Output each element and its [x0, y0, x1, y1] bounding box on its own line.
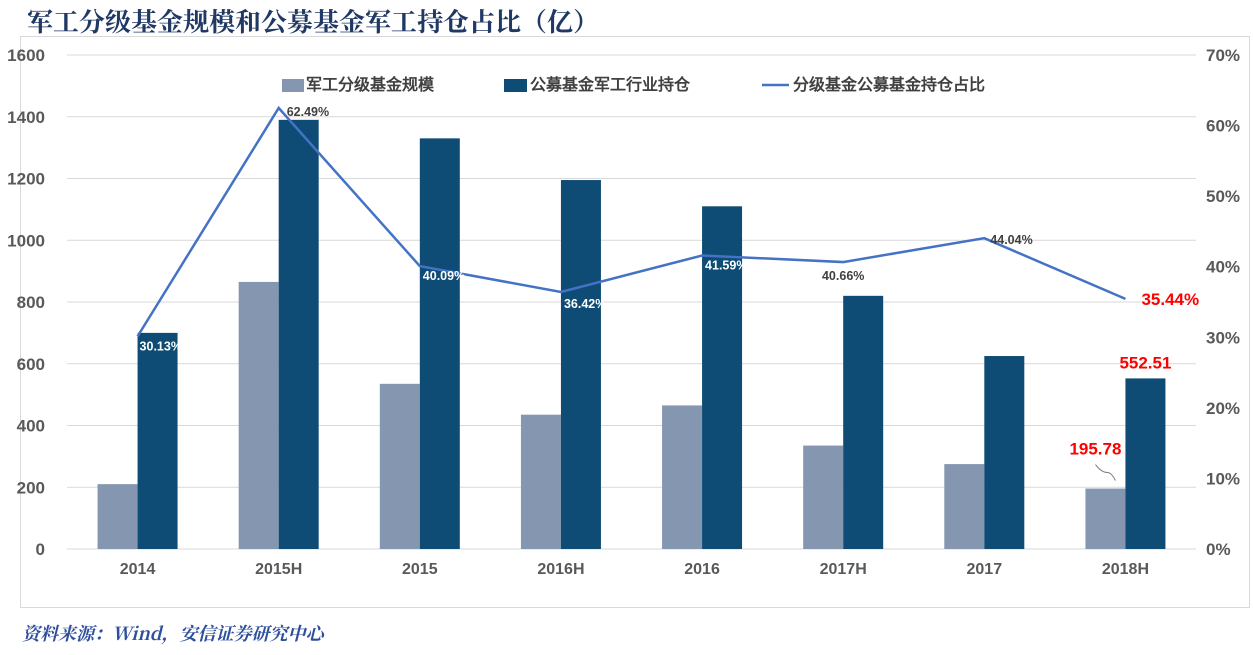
svg-text:2017: 2017 [967, 561, 1003, 578]
svg-text:0: 0 [36, 540, 45, 559]
svg-text:1400: 1400 [7, 108, 45, 127]
svg-text:41.59%: 41.59% [705, 258, 747, 272]
svg-text:60%: 60% [1206, 117, 1240, 136]
svg-text:400: 400 [17, 417, 45, 436]
svg-text:军工分级基金规模: 军工分级基金规模 [306, 75, 435, 94]
svg-text:552.51: 552.51 [1119, 353, 1171, 372]
svg-text:40.09%: 40.09% [423, 269, 465, 283]
svg-text:2014: 2014 [120, 561, 156, 578]
svg-text:10%: 10% [1206, 469, 1240, 488]
svg-text:30.13%: 30.13% [140, 339, 182, 353]
svg-text:600: 600 [17, 355, 45, 374]
svg-text:195.78: 195.78 [1069, 440, 1121, 459]
svg-text:2016H: 2016H [537, 561, 584, 578]
svg-text:2015H: 2015H [255, 561, 302, 578]
svg-text:62.49%: 62.49% [287, 105, 329, 119]
svg-text:44.04%: 44.04% [990, 233, 1032, 247]
svg-text:70%: 70% [1206, 46, 1240, 65]
svg-text:800: 800 [17, 293, 45, 312]
svg-text:40%: 40% [1206, 258, 1240, 277]
svg-text:1600: 1600 [7, 46, 45, 65]
svg-text:1200: 1200 [7, 170, 45, 189]
svg-text:公募基金军工行业持仓: 公募基金军工行业持仓 [530, 75, 691, 94]
svg-text:30%: 30% [1206, 328, 1240, 347]
svg-text:2017H: 2017H [820, 561, 867, 578]
svg-text:分级基金公募基金持仓占比: 分级基金公募基金持仓占比 [793, 75, 985, 94]
svg-text:20%: 20% [1206, 399, 1240, 418]
svg-text:2015: 2015 [402, 561, 438, 578]
svg-text:1000: 1000 [7, 231, 45, 250]
svg-text:200: 200 [17, 478, 45, 497]
svg-text:0%: 0% [1206, 540, 1231, 559]
svg-text:40.66%: 40.66% [822, 269, 864, 283]
svg-text:36.42%: 36.42% [564, 297, 606, 311]
svg-text:2018H: 2018H [1102, 561, 1149, 578]
svg-text:2016: 2016 [684, 561, 720, 578]
svg-text:50%: 50% [1206, 187, 1240, 206]
svg-text:35.44%: 35.44% [1141, 290, 1199, 309]
